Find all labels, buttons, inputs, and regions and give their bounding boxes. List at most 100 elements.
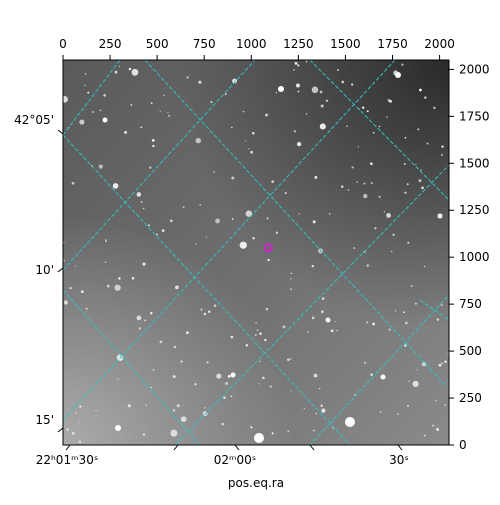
x-axis-title: pos.eq.ra: [228, 476, 284, 490]
star: [198, 80, 202, 84]
star: [295, 83, 301, 88]
star: [366, 264, 370, 267]
star: [136, 192, 142, 197]
star: [390, 250, 393, 253]
star: [84, 73, 87, 75]
star: [131, 276, 135, 280]
star: [319, 90, 323, 94]
star: [99, 109, 102, 112]
star: [364, 361, 367, 364]
star: [404, 321, 408, 325]
star: [394, 310, 397, 312]
star: [351, 166, 354, 169]
star: [337, 68, 340, 72]
right-tick-label-6: 1500: [459, 156, 490, 170]
star: [347, 189, 350, 191]
top-tick-label-6: 1500: [330, 37, 361, 51]
wcs-grid: [63, 60, 449, 445]
star: [438, 363, 442, 367]
star: [433, 106, 436, 110]
top-tick-label-1: 250: [99, 37, 122, 51]
star: [420, 169, 422, 171]
star: [320, 310, 324, 314]
star: [403, 344, 407, 347]
star: [284, 192, 287, 195]
bright-star: [115, 425, 121, 431]
star: [92, 111, 94, 113]
star: [383, 211, 386, 213]
star: [124, 130, 127, 134]
star: [203, 312, 207, 316]
star: [156, 233, 158, 236]
star: [224, 93, 227, 96]
star: [176, 404, 180, 408]
star: [290, 288, 293, 291]
star: [311, 316, 315, 320]
star: [216, 373, 222, 379]
star: [150, 386, 152, 389]
star: [114, 70, 118, 74]
star-field: [63, 60, 449, 443]
star: [245, 344, 249, 347]
star: [167, 111, 169, 114]
star: [307, 331, 309, 333]
grid-line-4: [309, 294, 449, 445]
star: [195, 243, 197, 245]
star: [95, 409, 97, 412]
star: [254, 334, 257, 336]
ra-label-3: 30ˢ: [389, 453, 409, 467]
star: [232, 78, 238, 84]
star: [404, 191, 407, 194]
star: [421, 361, 427, 367]
star: [440, 304, 443, 307]
top-tick-label-2: 500: [146, 37, 169, 51]
dec-label-1: 42°05': [14, 113, 54, 127]
plot-frame: [62, 59, 450, 446]
left-axis: 42°05' 10' 15': [14, 113, 64, 433]
star: [106, 284, 110, 288]
bright-star: [230, 372, 236, 378]
star: [142, 262, 146, 266]
star: [75, 411, 78, 414]
star: [210, 100, 213, 104]
star: [386, 213, 391, 218]
star: [256, 329, 259, 331]
bright-star: [278, 86, 284, 92]
star: [269, 385, 272, 388]
right-tick-label-8: 2000: [459, 62, 490, 76]
star: [353, 247, 356, 250]
star: [290, 278, 292, 280]
star: [79, 119, 85, 125]
star: [200, 308, 203, 311]
bright-star: [395, 72, 401, 78]
star: [259, 332, 262, 335]
star: [287, 358, 290, 361]
star: [401, 63, 404, 66]
star: [173, 345, 176, 349]
top-tick-label-7: 1750: [377, 37, 408, 51]
star: [303, 408, 305, 410]
top-tick-label-4: 1000: [236, 37, 267, 51]
right-tick-label-3: 750: [459, 297, 482, 311]
star: [128, 67, 132, 71]
star: [374, 227, 377, 230]
star: [297, 64, 300, 67]
star: [415, 164, 417, 166]
star: [408, 380, 410, 382]
star: [118, 65, 121, 67]
star: [369, 162, 373, 166]
star: [127, 404, 131, 408]
bright-star: [254, 433, 264, 443]
star: [330, 329, 334, 333]
star: [315, 412, 317, 415]
star: [255, 322, 257, 324]
star: [163, 94, 165, 97]
star: [131, 68, 139, 76]
top-axis: 0 250 500 750 1000 1250 1500 1750 2000: [59, 37, 455, 60]
star: [172, 409, 176, 412]
star: [290, 272, 292, 275]
star: [412, 380, 419, 387]
star: [297, 90, 300, 93]
right-tick-label-7: 1750: [459, 109, 490, 123]
